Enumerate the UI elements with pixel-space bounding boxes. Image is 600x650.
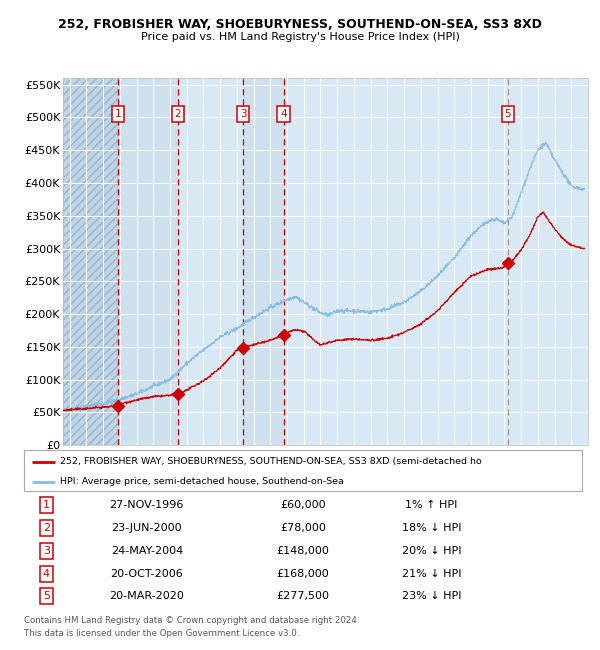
Bar: [118, 78, 178, 445]
Text: 21% ↓ HPI: 21% ↓ HPI: [401, 569, 461, 578]
Text: 20-OCT-2006: 20-OCT-2006: [110, 569, 183, 578]
Text: 2: 2: [43, 523, 50, 533]
Text: 2: 2: [175, 109, 181, 119]
Bar: [284, 78, 508, 445]
Text: £277,500: £277,500: [277, 592, 329, 601]
Bar: [178, 78, 243, 445]
Text: 252, FROBISHER WAY, SHOEBURYNESS, SOUTHEND-ON-SEA, SS3 8XD: 252, FROBISHER WAY, SHOEBURYNESS, SOUTHE…: [58, 18, 542, 31]
Text: 24-MAY-2004: 24-MAY-2004: [110, 546, 183, 556]
Text: 5: 5: [505, 109, 511, 119]
Bar: [243, 78, 284, 445]
Text: £148,000: £148,000: [277, 546, 329, 556]
Text: 23% ↓ HPI: 23% ↓ HPI: [401, 592, 461, 601]
Text: 252, FROBISHER WAY, SHOEBURYNESS, SOUTHEND-ON-SEA, SS3 8XD (semi-detached ho: 252, FROBISHER WAY, SHOEBURYNESS, SOUTHE…: [60, 457, 482, 466]
Bar: [63, 78, 118, 445]
Text: £60,000: £60,000: [280, 500, 326, 510]
Text: Price paid vs. HM Land Registry's House Price Index (HPI): Price paid vs. HM Land Registry's House …: [140, 32, 460, 42]
Text: 4: 4: [280, 109, 287, 119]
Text: 20% ↓ HPI: 20% ↓ HPI: [401, 546, 461, 556]
Text: HPI: Average price, semi-detached house, Southend-on-Sea: HPI: Average price, semi-detached house,…: [60, 477, 344, 486]
Text: 3: 3: [240, 109, 247, 119]
Bar: [63, 78, 118, 445]
Text: This data is licensed under the Open Government Licence v3.0.: This data is licensed under the Open Gov…: [24, 629, 299, 638]
Text: 1: 1: [43, 500, 50, 510]
Text: £78,000: £78,000: [280, 523, 326, 533]
Text: 3: 3: [43, 546, 50, 556]
Text: Contains HM Land Registry data © Crown copyright and database right 2024.: Contains HM Land Registry data © Crown c…: [24, 616, 359, 625]
Text: 1% ↑ HPI: 1% ↑ HPI: [405, 500, 458, 510]
Text: 20-MAR-2020: 20-MAR-2020: [109, 592, 184, 601]
Text: 23-JUN-2000: 23-JUN-2000: [112, 523, 182, 533]
Text: 5: 5: [43, 592, 50, 601]
Text: 1: 1: [115, 109, 121, 119]
Text: 4: 4: [43, 569, 50, 578]
Bar: [508, 78, 588, 445]
Text: 18% ↓ HPI: 18% ↓ HPI: [401, 523, 461, 533]
Text: 27-NOV-1996: 27-NOV-1996: [110, 500, 184, 510]
Text: £168,000: £168,000: [277, 569, 329, 578]
